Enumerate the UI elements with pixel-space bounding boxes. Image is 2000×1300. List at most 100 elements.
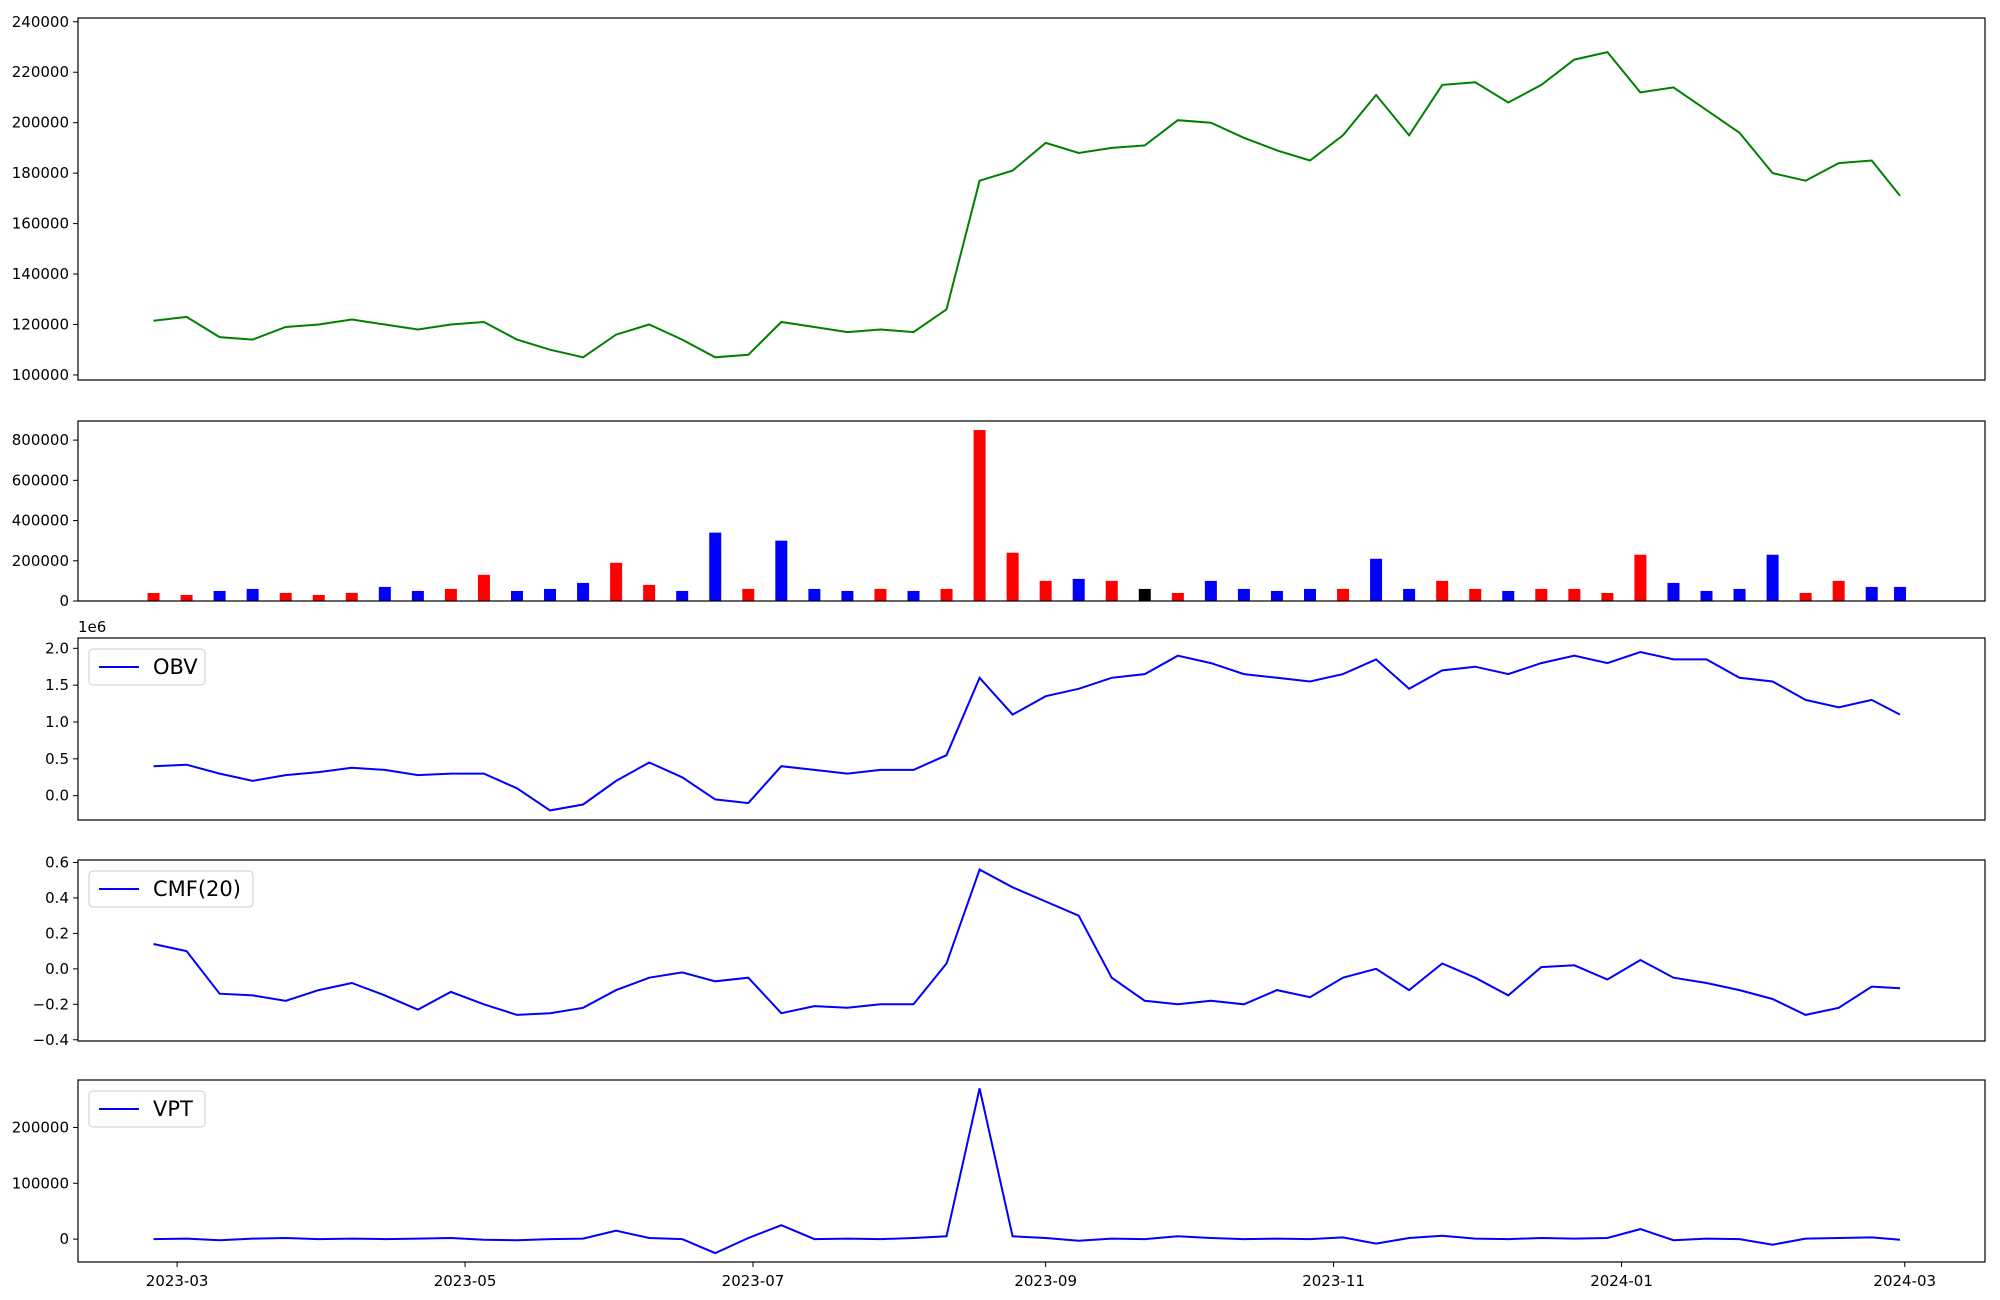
volume-bar (1568, 588, 1581, 601)
y-tick-label: 120000 (12, 316, 69, 334)
volume-bar (1634, 554, 1647, 601)
x-tick-label: 2024-01 (1590, 1272, 1653, 1290)
volume-bar (1337, 588, 1350, 601)
volume-bar (1601, 592, 1614, 601)
volume-bar (841, 590, 854, 601)
volume-bar (279, 592, 292, 601)
y-tick-label: 100000 (12, 1174, 69, 1192)
line (153, 650, 1901, 812)
line (153, 1088, 1901, 1255)
y-tick-label: 200000 (12, 1118, 69, 1136)
volume-bar (1105, 580, 1118, 601)
y-tick-label: −0.4 (33, 1031, 69, 1049)
volume-bar (1799, 592, 1812, 601)
y-tick-label: 180000 (12, 164, 69, 182)
volume-bar (378, 586, 391, 601)
y-tick-label: 220000 (12, 63, 69, 81)
volume-bar (1733, 588, 1746, 601)
volume-bar (1072, 578, 1085, 601)
volume-bar (544, 588, 557, 601)
volume-bar (1303, 588, 1316, 601)
volume-bar (973, 430, 986, 601)
volume-bar (444, 588, 457, 601)
volume-bar (1204, 580, 1217, 601)
volume-bar (1865, 586, 1878, 601)
volume-bar (808, 588, 821, 601)
volume-bar (874, 588, 887, 601)
y-tick-label: 0.5 (45, 750, 69, 768)
volume-bar (1171, 592, 1184, 601)
volume-bar (775, 540, 788, 601)
x-tick-label: 2023-09 (1014, 1272, 1077, 1290)
volume-bar (477, 574, 490, 601)
volume-bar (742, 588, 755, 601)
y-tick-label: 0.6 (45, 853, 69, 871)
y-tick-label: 140000 (12, 265, 69, 283)
volume-bar (1403, 588, 1416, 601)
volume-bar (1270, 590, 1283, 601)
y-tick-label: 0.0 (45, 960, 69, 978)
volume-bar (411, 590, 424, 601)
x-tick-label: 2024-03 (1873, 1272, 1936, 1290)
y-tick-label: 200000 (12, 552, 69, 570)
volume-bar (1766, 554, 1779, 601)
volume-bar (312, 594, 325, 601)
offset-label: 1e6 (78, 618, 106, 636)
volume-bar (1436, 580, 1449, 601)
legend-label: OBV (153, 655, 198, 679)
volume-bar (1469, 588, 1482, 601)
y-tick-label: 800000 (12, 431, 69, 449)
y-tick-label: 600000 (12, 471, 69, 489)
y-tick-label: 100000 (12, 366, 69, 384)
volume-bar (577, 582, 590, 601)
legend-label: VPT (153, 1097, 193, 1121)
axes-frame (77, 859, 1986, 1042)
line (153, 868, 1901, 1016)
x-tick-label: 2023-07 (722, 1272, 785, 1290)
volume-bar (1039, 580, 1052, 601)
legend-label: CMF(20) (153, 877, 241, 901)
volume-bar (213, 590, 226, 601)
y-tick-label: 0.2 (45, 924, 69, 942)
volume-bar (676, 590, 689, 601)
x-tick-label: 2023-03 (146, 1272, 209, 1290)
y-tick-label: 0.4 (45, 889, 69, 907)
legend-box (88, 648, 206, 686)
volume-bar (1237, 588, 1250, 601)
x-tick-label: 2023-05 (434, 1272, 497, 1290)
volume-bar (147, 592, 160, 601)
volume-bar (1138, 588, 1151, 601)
volume-bar (1535, 588, 1548, 601)
y-tick-label: 1.5 (45, 676, 69, 694)
axes-frame (77, 17, 1986, 381)
y-tick-label: 400000 (12, 512, 69, 530)
volume-bar (1700, 590, 1713, 601)
y-tick-label: 0.0 (45, 787, 69, 805)
volume-bar (907, 590, 920, 601)
volume-bar (1667, 582, 1680, 601)
x-tick-label: 2023-11 (1302, 1272, 1365, 1290)
volume-bar (1006, 552, 1019, 601)
axes-frame (77, 637, 1986, 821)
volume-bar (643, 584, 656, 601)
y-tick-label: 160000 (12, 215, 69, 233)
y-tick-label: 0 (59, 1230, 69, 1248)
axes-frame (77, 1079, 1986, 1263)
volume-bar (610, 562, 623, 601)
volume-bar (510, 590, 523, 601)
volume-bar (180, 594, 193, 601)
y-tick-label: 2.0 (45, 639, 69, 657)
volume-bar (1894, 586, 1907, 601)
y-tick-label: 200000 (12, 114, 69, 132)
volume-bar (246, 588, 259, 601)
line (153, 50, 1901, 359)
volume-bar (1370, 558, 1383, 601)
y-tick-label: −0.2 (33, 995, 69, 1013)
volume-bar (1832, 580, 1845, 601)
legend-box (88, 870, 254, 908)
y-tick-label: 0 (59, 592, 69, 610)
y-tick-label: 1.0 (45, 713, 69, 731)
legend-box (88, 1090, 206, 1128)
y-tick-label: 240000 (12, 13, 69, 31)
